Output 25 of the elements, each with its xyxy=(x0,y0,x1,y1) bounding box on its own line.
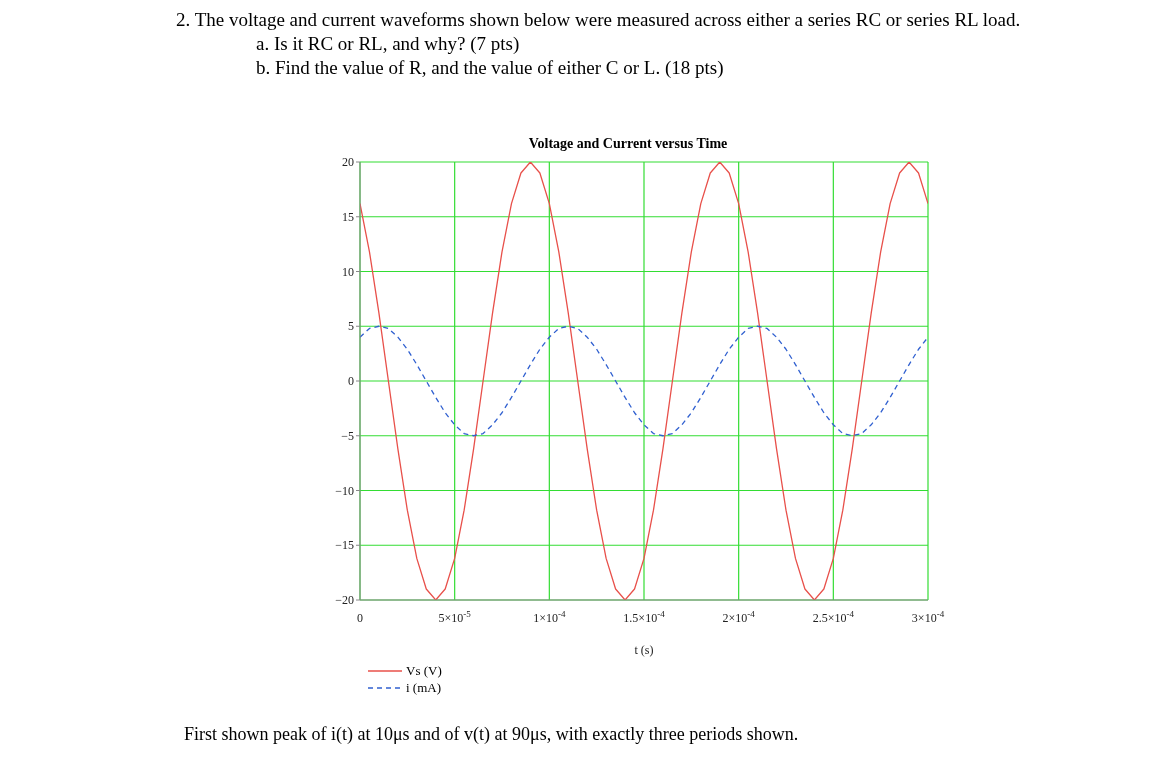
text: a. Is it RC or RL, and why? (7 pts) xyxy=(255,32,521,56)
line-series xyxy=(360,325,928,437)
text: 2. The voltage and current waveforms shown below were measured across either a series RC or series RL load. xyxy=(176,8,1022,32)
x-tick-label: 2.5×10$^{-4}$ xyxy=(812,609,855,625)
y-tick-label: 15 xyxy=(342,209,354,224)
y-tick-label: 20 xyxy=(342,155,354,169)
y-tick-label: −5 xyxy=(341,428,354,443)
y-tick-label: −15 xyxy=(335,538,354,553)
y-tick-label: −10 xyxy=(335,483,354,498)
x-axis-title: t (s) xyxy=(634,643,654,657)
x-tick-label: 1×10$^{-4}$ xyxy=(533,609,566,625)
x-tick-label: 1.5×10$^{-4}$ xyxy=(623,609,666,625)
y-tick-label: −20 xyxy=(335,593,354,607)
x-tick-label: 5×10$^{-5}$ xyxy=(438,609,472,625)
x-tick-label: 0 xyxy=(357,611,363,625)
y-tick-label: 5 xyxy=(348,319,354,334)
y-tick-label: 10 xyxy=(342,264,354,279)
legend-label: i (mA) xyxy=(406,679,442,696)
y-tick-label: 0 xyxy=(348,374,354,388)
text: First shown peak of i(t) at 10μs and of v(t) at 90μs, with exactly three periods shown. xyxy=(184,724,799,745)
x-tick-label: 3×10$^{-4}$ xyxy=(911,609,945,625)
legend-label: Vs (V) xyxy=(406,662,442,679)
x-tick-label: 2×10$^{-4}$ xyxy=(722,609,756,625)
text: b. Find the value of R, and the value of either C or L. (18 pts) xyxy=(255,56,725,80)
chart-title: Voltage and Current versus Time xyxy=(527,136,729,152)
